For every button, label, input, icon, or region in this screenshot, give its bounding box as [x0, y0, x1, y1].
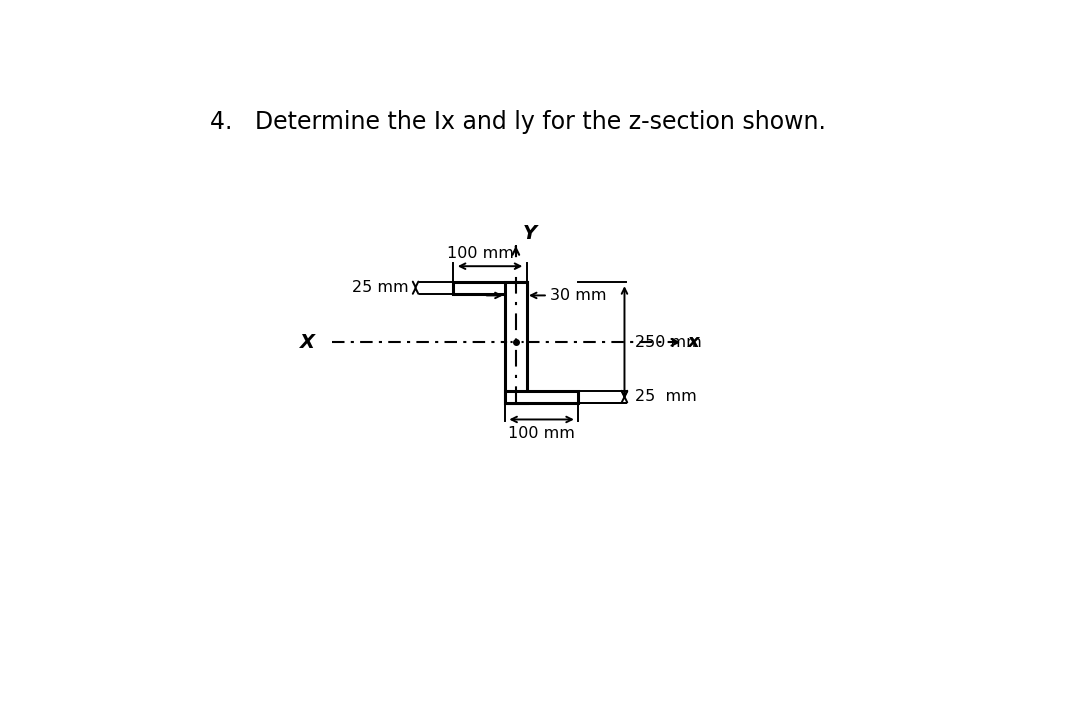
Text: 30 mm: 30 mm	[551, 288, 607, 303]
Text: 100 mm: 100 mm	[446, 246, 513, 261]
Bar	[504, 391, 579, 403]
Text: x: x	[688, 333, 699, 352]
Text: 25 mm: 25 mm	[352, 280, 409, 295]
Text: X: X	[300, 333, 315, 352]
Text: 100 mm: 100 mm	[509, 426, 575, 441]
Text: 4.   Determine the Ix and ly for the z-section shown.: 4. Determine the Ix and ly for the z-sec…	[211, 110, 826, 134]
Bar	[454, 281, 527, 294]
Text: 250 mm: 250 mm	[635, 335, 701, 350]
Text: Y: Y	[523, 224, 537, 243]
Text: 25  mm: 25 mm	[635, 390, 697, 405]
Bar	[504, 281, 527, 403]
